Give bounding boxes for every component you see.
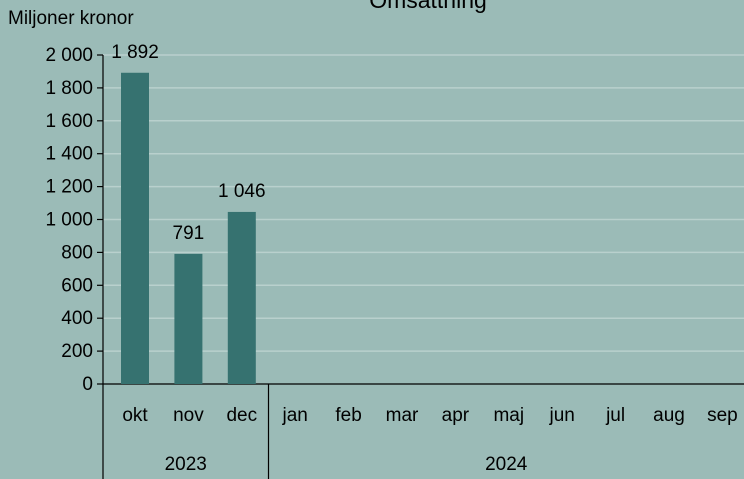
data-label: 791 — [173, 223, 205, 244]
data-label: 1 892 — [111, 42, 159, 63]
x-tick-label: apr — [442, 405, 470, 426]
x-tick-label: feb — [335, 405, 361, 426]
y-tick-label: 400 — [61, 308, 93, 329]
x-tick-label: jan — [282, 405, 308, 426]
x-tick-label: jul — [605, 405, 625, 426]
y-tick-label: 1 400 — [45, 144, 93, 165]
x-tick-label: okt — [122, 405, 148, 426]
data-label: 1 046 — [218, 181, 266, 202]
group-label: 2023 — [165, 454, 207, 475]
group-label: 2024 — [485, 454, 528, 475]
bar — [174, 253, 203, 384]
chart-title: Omsättning — [369, 0, 487, 13]
y-axis-label: Miljoner kronor — [8, 8, 134, 29]
x-tick-label: jun — [549, 405, 575, 426]
y-tick-label: 2 000 — [45, 45, 93, 66]
x-tick-label: aug — [653, 405, 685, 426]
x-tick-label: nov — [173, 405, 204, 426]
x-tick-label: mar — [386, 405, 419, 426]
y-tick-label: 1 000 — [45, 210, 93, 231]
y-tick-label: 1 800 — [45, 78, 93, 99]
x-tick-label: dec — [226, 405, 257, 426]
x-tick-label: sep — [707, 405, 738, 426]
y-tick-label: 600 — [61, 275, 93, 296]
x-tick-label: maj — [493, 405, 524, 426]
y-tick-label: 1 600 — [45, 111, 93, 132]
y-tick-label: 0 — [82, 374, 93, 395]
y-tick-label: 200 — [61, 341, 93, 362]
bar — [121, 72, 149, 385]
y-tick-label: 1 200 — [45, 177, 93, 198]
y-tick-label: 800 — [61, 242, 93, 263]
bar — [227, 211, 256, 384]
